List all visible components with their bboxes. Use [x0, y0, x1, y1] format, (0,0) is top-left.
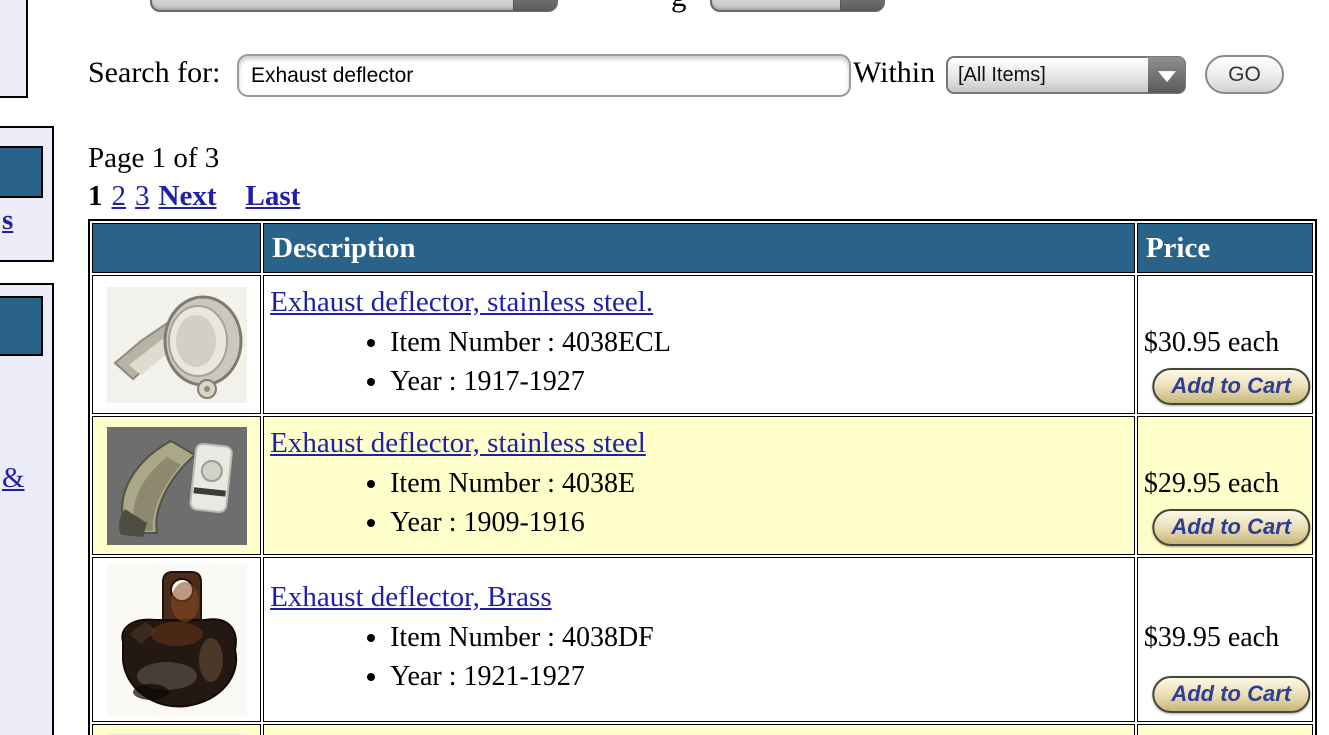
product-image-cell: [92, 557, 262, 722]
sidebar-panel: [0, 283, 54, 735]
last-page-link[interactable]: Last: [245, 180, 301, 212]
add-to-cart-button[interactable]: Add to Cart: [1152, 368, 1311, 405]
price-cell: $39.95 each Add to Cart: [1136, 557, 1313, 722]
table-row: Exhaust deflector, Brass Item Number : 4…: [92, 557, 1313, 722]
item-year: Year : 1909-1916: [390, 507, 1124, 539]
sidebar-category-image[interactable]: [0, 296, 43, 356]
description-column-header: Description: [263, 223, 1135, 273]
add-to-cart-button[interactable]: Add to Cart: [1152, 509, 1311, 546]
product-image-cell: [92, 275, 262, 414]
product-description-cell: Exhaust deflector, Brass Item Number : 4…: [263, 557, 1135, 722]
price-text: $30.95 each: [1143, 326, 1280, 358]
sidebar-category-image[interactable]: [0, 146, 43, 198]
table-row: Exhaust deflector, stainless steel. Item…: [92, 275, 1313, 414]
price-text: $39.95 each: [1143, 621, 1280, 653]
add-to-cart-button[interactable]: Add to Cart: [1152, 676, 1311, 713]
sidebar-link-fragment[interactable]: &: [2, 462, 25, 494]
table-row: Exhaust deflector, stainless steel Item …: [92, 416, 1313, 555]
product-photo-stainless-clamp[interactable]: [106, 286, 247, 403]
item-number: Item Number : 4038DF: [390, 622, 1124, 654]
product-photo-floorboard-deflector[interactable]: [106, 733, 247, 735]
page-number-link-3[interactable]: 3: [135, 180, 150, 212]
sidebar-link-fragment[interactable]: s: [2, 204, 14, 236]
sidebar-panel: [0, 0, 28, 98]
search-for-label: Search for:: [88, 56, 221, 89]
product-image-cell: [92, 416, 262, 555]
within-label: Within: [853, 56, 936, 89]
top-filter-select[interactable]: [150, 0, 558, 12]
price-text: $29.95 each: [1143, 467, 1280, 499]
product-title-link[interactable]: Exhaust deflector, Brass: [270, 581, 552, 613]
price-cell: $29.95 each Add to Cart: [1136, 416, 1313, 555]
chevron-down-icon: [1148, 57, 1185, 93]
product-title-link[interactable]: Exhaust deflector, stainless steel: [270, 427, 646, 459]
within-select-value: [All Items]: [958, 64, 1046, 86]
table-header-row: Description Price: [92, 223, 1313, 273]
next-page-link[interactable]: Next: [158, 180, 217, 212]
pagination: 1 2 3 Next Last: [88, 180, 309, 213]
top-label-fragment: g: [671, 0, 687, 14]
item-year: Year : 1917-1927: [390, 366, 1124, 398]
product-detail-list: Item Number : 4038ECL Year : 1917-1927: [270, 327, 1124, 398]
top-sort-select[interactable]: [710, 0, 885, 12]
within-select[interactable]: [All Items]: [946, 56, 1186, 94]
select-arrow-icon: [513, 0, 557, 11]
go-button[interactable]: GO: [1205, 55, 1284, 94]
product-title-link[interactable]: Exhaust deflector, stainless steel.: [270, 286, 654, 318]
price-cell: $30.95 each Add to Cart: [1136, 275, 1313, 414]
item-number: Item Number : 4038ECL: [390, 327, 1124, 359]
item-year: Year : 1921-1927: [390, 661, 1124, 693]
product-photo-steel-scoop[interactable]: [106, 426, 247, 545]
price-cell: $7.50 each: [1136, 724, 1313, 735]
page-number-link-2[interactable]: 2: [111, 180, 127, 212]
search-input[interactable]: [237, 54, 851, 97]
image-column-header: [92, 223, 262, 273]
select-arrow-icon: [840, 0, 884, 11]
page-info: Page 1 of 3: [88, 142, 220, 174]
product-detail-list: Item Number : 4038DF Year : 1921-1927: [270, 622, 1124, 693]
product-photo-brass-deflector[interactable]: [106, 563, 247, 716]
table-row: Floorboard draft deflector $7.50 each: [92, 724, 1313, 735]
item-number: Item Number : 4038E: [390, 468, 1124, 500]
product-description-cell: Exhaust deflector, stainless steel Item …: [263, 416, 1135, 555]
product-detail-list: Item Number : 4038E Year : 1909-1916: [270, 468, 1124, 539]
product-description-cell: Floorboard draft deflector: [263, 724, 1135, 735]
product-image-cell: [92, 724, 262, 735]
results-table: Description Price Exhaust deflector, sta…: [88, 219, 1317, 735]
product-description-cell: Exhaust deflector, stainless steel. Item…: [263, 275, 1135, 414]
page-number-current: 1: [88, 180, 103, 212]
price-column-header: Price: [1136, 223, 1313, 273]
